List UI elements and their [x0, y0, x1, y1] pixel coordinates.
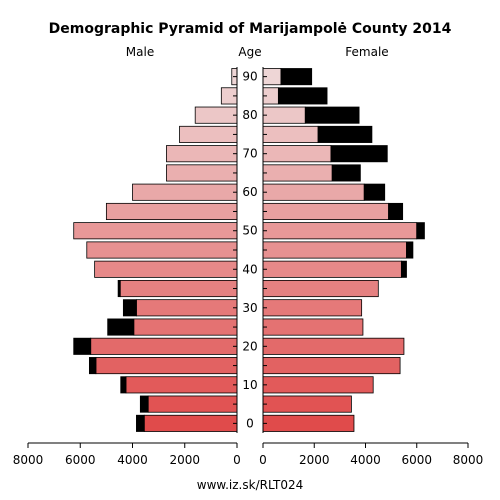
x-tick-label: 6000 [401, 453, 432, 467]
age-tick-label: 80 [242, 108, 257, 122]
female-bar-45-49 [262, 241, 407, 259]
chart-title: Demographic Pyramid of Marijampolė Count… [49, 21, 452, 37]
female-bar-35-39 [262, 279, 379, 298]
male-bar-70-74 [166, 145, 238, 163]
female-excess-bar-65-69 [331, 164, 361, 182]
female-bar-5-9 [262, 395, 352, 413]
male-label: Male [126, 45, 154, 59]
female-bars [262, 68, 425, 432]
female-excess-bar-75-79 [317, 125, 373, 143]
age-axis: 0 10 20 30 40 50 60 70 80 90 [233, 67, 267, 433]
female-bar-10-14 [262, 376, 374, 394]
male-bar-25-29 [133, 318, 238, 336]
female-bar-50-54 [262, 222, 418, 240]
x-tick-label: 6000 [65, 453, 96, 467]
female-bar-15-19 [262, 357, 401, 375]
x-tick-label: 4000 [350, 453, 381, 467]
x-axis: 8000 6000 4000 2000 0 0 2000 4000 6000 8000 [13, 442, 484, 467]
female-excess-bar-55-59 [388, 202, 404, 221]
male-excess-bar-20-24 [73, 337, 92, 355]
female-excess-bar-85-89 [277, 87, 328, 105]
female-excess-bar-50-54 [416, 222, 425, 240]
age-tick-label: 10 [242, 378, 257, 392]
x-tick-label: 8000 [13, 453, 44, 467]
x-tick-label: 0 [233, 453, 241, 467]
female-excess-bar-45-49 [406, 241, 414, 259]
x-tick-label: 2000 [299, 453, 330, 467]
age-tick-label: 90 [242, 70, 257, 84]
female-bar-60-64 [262, 183, 365, 201]
chart-footer: www.iz.sk/RLT024 [197, 478, 303, 492]
male-excess-bar-0-4 [136, 414, 145, 432]
male-bar-5-9 [147, 395, 238, 413]
male-bar-75-79 [179, 125, 238, 143]
age-tick-label: 20 [242, 339, 257, 353]
age-tick-label: 30 [242, 301, 257, 315]
age-tick-label: 60 [242, 185, 257, 199]
male-bar-20-24 [90, 337, 238, 355]
x-tick-label: 4000 [117, 453, 148, 467]
male-bar-50-54 [73, 222, 238, 240]
female-excess-bar-60-64 [363, 183, 386, 201]
male-bar-55-59 [105, 202, 238, 221]
male-bar-60-64 [132, 183, 238, 201]
male-bar-35-39 [119, 279, 238, 298]
male-bar-10-14 [125, 376, 238, 394]
female-bar-70-74 [262, 145, 332, 163]
female-bar-20-24 [262, 337, 405, 355]
female-bar-65-69 [262, 164, 333, 182]
female-bar-80-84 [262, 106, 306, 124]
female-excess-bar-90+ [280, 68, 313, 86]
male-excess-bar-35-39 [117, 279, 121, 298]
x-tick-label: 2000 [169, 453, 200, 467]
age-label: Age [238, 45, 261, 59]
female-bar-55-59 [262, 202, 389, 221]
female-bar-75-79 [262, 125, 319, 143]
female-bar-40-44 [262, 260, 402, 278]
female-bar-30-34 [262, 299, 363, 317]
male-bar-30-34 [136, 299, 238, 317]
male-bar-80-84 [194, 106, 238, 124]
male-bar-45-49 [86, 241, 238, 259]
age-tick-label: 40 [242, 262, 257, 276]
male-excess-bar-10-14 [120, 376, 127, 394]
male-bar-0-4 [143, 414, 238, 432]
male-bar-15-19 [95, 357, 238, 375]
female-excess-bar-70-74 [330, 145, 388, 163]
female-bar-0-4 [262, 414, 355, 432]
age-tick-label: 70 [242, 147, 257, 161]
male-bar-40-44 [94, 260, 238, 278]
female-bar-25-29 [262, 318, 364, 336]
male-excess-bar-15-19 [88, 357, 97, 375]
male-bar-65-69 [166, 164, 238, 182]
age-tick-label: 50 [242, 224, 257, 238]
x-tick-label: 8000 [453, 453, 484, 467]
male-excess-bar-30-34 [122, 299, 137, 317]
age-tick-label: 0 [246, 416, 254, 430]
male-excess-bar-5-9 [139, 395, 149, 413]
female-label: Female [345, 45, 388, 59]
female-excess-bar-80-84 [304, 106, 360, 124]
male-excess-bar-25-29 [107, 318, 135, 336]
x-tick-label: 0 [259, 453, 267, 467]
female-excess-bar-40-44 [400, 260, 407, 278]
male-bars [73, 68, 238, 432]
